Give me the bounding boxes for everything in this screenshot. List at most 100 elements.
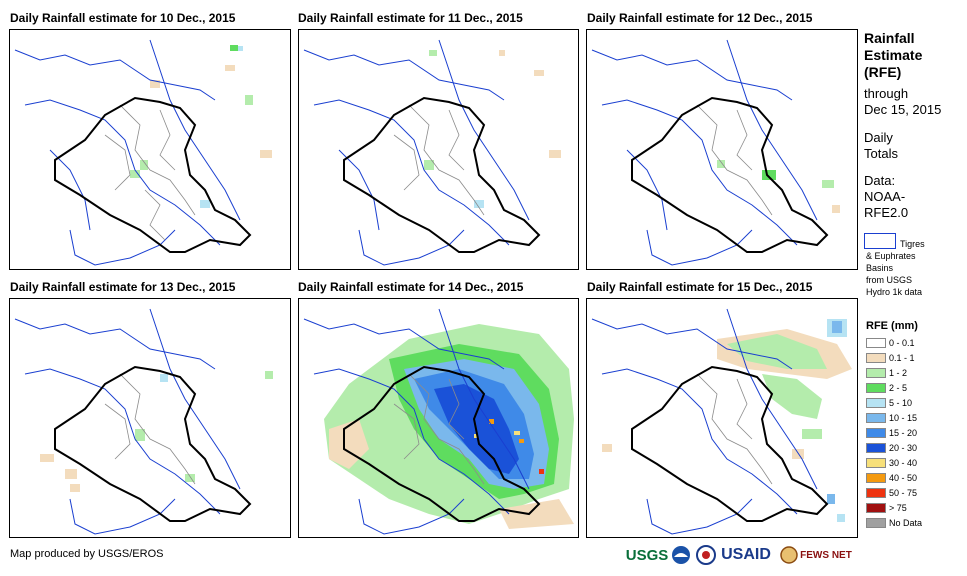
map-svg-14-dec — [303, 308, 574, 535]
panel-title-14-dec: Daily Rainfall estimate for 14 Dec., 201… — [298, 280, 524, 294]
sidebar-daily-line: Totals — [864, 146, 898, 161]
map-panel-13-dec — [9, 298, 291, 538]
sidebar-title-line: (RFE) — [864, 64, 902, 80]
iraq-border — [631, 365, 829, 522]
legend-swatch — [866, 518, 886, 528]
iraq-border — [343, 365, 541, 522]
legend-label: 5 - 10 — [889, 398, 913, 408]
legend-label: 0.1 - 1 — [889, 353, 915, 363]
basin-key-swatch — [864, 233, 896, 249]
admin-boundaries — [393, 104, 485, 216]
legend-swatch — [866, 413, 886, 423]
fewsnet-logo-text: FEWS NET — [800, 549, 852, 561]
iraq-border — [343, 96, 541, 253]
sidebar-data-line: RFE2.0 — [864, 205, 909, 220]
admin-boundaries — [393, 373, 485, 485]
basin-outline — [591, 308, 818, 535]
legend-title: RFE (mm) — [866, 320, 918, 332]
admin-boundaries — [696, 104, 773, 216]
map-svg-10-dec — [14, 39, 272, 266]
legend-label: 40 - 50 — [889, 473, 918, 483]
rainfall-patches — [424, 50, 561, 208]
sidebar-data-line: Data: — [864, 173, 896, 188]
legend-item: 50 - 75 — [866, 487, 917, 499]
sidebar-through: through Dec 15, 2015 — [864, 86, 941, 118]
legend-swatch — [866, 383, 886, 393]
sidebar-through-line: Dec 15, 2015 — [864, 102, 942, 117]
usgs-logo-text: USGS — [625, 546, 669, 564]
basin-outline — [303, 308, 530, 535]
sidebar-title-line: Estimate — [864, 47, 923, 63]
map-panel-10-dec — [9, 29, 291, 270]
legend-item: 20 - 30 — [866, 442, 917, 454]
map-credit: Map produced by USGS/EROS — [10, 548, 164, 560]
map-panel-12-dec — [586, 29, 858, 270]
fewsnet-logo-icon — [780, 546, 798, 564]
legend-label: 50 - 75 — [889, 488, 918, 498]
sidebar-daily-line: Daily — [864, 130, 893, 145]
sidebar-through-line: through — [864, 86, 909, 101]
panel-title-13-dec: Daily Rainfall estimate for 13 Dec., 201… — [10, 280, 236, 294]
sidebar-title: Rainfall Estimate (RFE) — [864, 30, 922, 81]
basin-key-label: Tigres & Euphrates Basins from USGS Hydr… — [866, 238, 966, 298]
legend-item: 15 - 20 — [866, 427, 917, 439]
panel-title-11-dec: Daily Rainfall estimate for 11 Dec., 201… — [298, 11, 523, 25]
rainfall-patches — [717, 160, 840, 213]
usaid-logo-text: USAID — [721, 546, 771, 563]
rainfall-patches — [130, 45, 272, 208]
legend-label: 15 - 20 — [889, 428, 918, 438]
legend-swatch — [866, 338, 886, 348]
legend-label: 2 - 5 — [889, 383, 908, 393]
legend-item: 1 - 2 — [866, 367, 907, 379]
iraq-border — [54, 96, 252, 253]
legend-label: 30 - 40 — [889, 458, 918, 468]
legend-item: 0 - 0.1 — [866, 337, 915, 349]
noaa-logo-icon — [672, 546, 690, 564]
usaid-seal-logo — [695, 544, 717, 566]
legend-label: 20 - 30 — [889, 443, 918, 453]
legend-swatch — [866, 428, 886, 438]
sidebar-title-line: Rainfall — [864, 30, 915, 46]
legend-item: 30 - 40 — [866, 457, 917, 469]
legend-swatch — [866, 398, 886, 408]
basin-key-line: Tigres — [900, 239, 925, 249]
sidebar-daily-totals: Daily Totals — [864, 130, 898, 162]
basin-key-line: & Euphrates — [866, 251, 916, 261]
legend-swatch — [866, 443, 886, 453]
legend-swatch — [866, 488, 886, 498]
admin-boundaries — [104, 104, 196, 241]
usaid-seal-icon — [696, 545, 716, 565]
legend-label: No Data — [889, 518, 923, 528]
panel-title-12-dec: Daily Rainfall estimate for 12 Dec., 201… — [587, 11, 813, 25]
basin-key-line: from USGS — [866, 275, 913, 285]
rainfall-patches — [40, 371, 273, 492]
map-panel-14-dec — [298, 298, 579, 538]
sidebar-data-source: Data: NOAA- RFE2.0 — [864, 173, 908, 221]
sidebar-data-line: NOAA- — [864, 189, 906, 204]
rainfall-patches — [324, 324, 574, 529]
map-svg-12-dec — [591, 39, 840, 266]
legend-label: 1 - 2 — [889, 368, 908, 378]
basin-outline — [14, 39, 241, 266]
map-panel-15-dec — [586, 298, 858, 538]
legend-label: > 75 — [889, 503, 907, 513]
map-svg-13-dec — [14, 308, 273, 535]
iraq-border — [631, 96, 829, 253]
legend-item: No Data — [866, 517, 922, 529]
legend-swatch — [866, 473, 886, 483]
usaid-logo: USAID — [718, 544, 774, 566]
legend-item: 2 - 5 — [866, 382, 907, 394]
legend-swatch — [866, 353, 886, 363]
basin-key-line: Basins — [866, 263, 894, 273]
fewsnet-logo: FEWS NET — [776, 544, 856, 566]
basin-outline — [591, 39, 818, 266]
legend-item: 5 - 10 — [866, 397, 912, 409]
legend-label: 10 - 15 — [889, 413, 918, 423]
admin-boundaries — [696, 373, 773, 485]
map-svg-11-dec — [303, 39, 561, 266]
legend-item: 10 - 15 — [866, 412, 917, 424]
map-svg-15-dec — [591, 308, 852, 535]
admin-boundaries — [104, 373, 196, 485]
panel-title-10-dec: Daily Rainfall estimate for 10 Dec., 201… — [10, 11, 236, 25]
legend-swatch — [866, 368, 886, 378]
